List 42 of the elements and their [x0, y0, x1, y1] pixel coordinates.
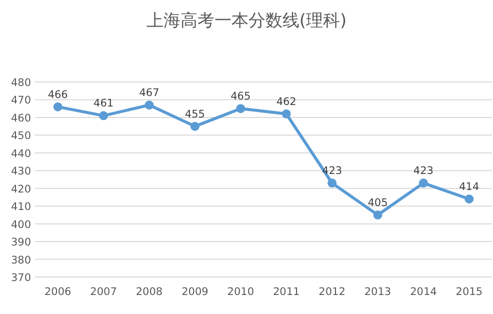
chart-title: 上海高考一本分数线(理科)	[146, 11, 347, 31]
point	[464, 194, 474, 204]
x-tick-label: 2010	[227, 286, 254, 298]
point	[144, 100, 154, 110]
point	[99, 111, 108, 120]
y-tick-label: 370	[10, 272, 31, 284]
data-label: 455	[184, 108, 205, 120]
data-label: 467	[139, 87, 160, 100]
data-label: 405	[368, 196, 388, 209]
x-tick-label: 2008	[136, 286, 163, 298]
data-label: 465	[230, 90, 251, 103]
point	[328, 178, 337, 188]
y-tick-label: 470	[10, 94, 31, 107]
x-tick-label: 2011	[272, 286, 300, 298]
data-label: 462	[276, 96, 296, 108]
y-tick-label: 410	[10, 201, 31, 214]
point	[190, 122, 200, 131]
point	[418, 178, 428, 188]
data-label: 414	[459, 181, 480, 193]
data-label: 466	[48, 88, 68, 101]
y-tick-label: 400	[10, 218, 31, 231]
point	[53, 102, 62, 112]
y-tick-label: 430	[10, 166, 31, 178]
data-label: 461	[94, 98, 114, 110]
y-tick-label: 440	[10, 148, 31, 160]
x-tick-label: 2009	[182, 286, 208, 298]
x-tick-label: 2006	[44, 286, 72, 298]
data-label: 423	[413, 165, 434, 178]
point	[373, 210, 382, 220]
y-tick-label: 420	[10, 183, 31, 196]
y-tick-label: 450	[10, 130, 31, 142]
x-tick-label: 2012	[318, 286, 346, 298]
x-tick-label: 2007	[90, 286, 117, 298]
point	[236, 104, 246, 114]
x-tick-label: 2014	[410, 286, 438, 298]
point	[282, 109, 291, 118]
x-tick-label: 2015	[456, 286, 483, 298]
y-tick-label: 390	[10, 236, 31, 249]
y-tick-label: 480	[10, 77, 31, 89]
x-tick-label: 2013	[364, 286, 392, 298]
y-tick-label: 380	[10, 254, 31, 266]
y-tick-label: 460	[10, 112, 31, 124]
